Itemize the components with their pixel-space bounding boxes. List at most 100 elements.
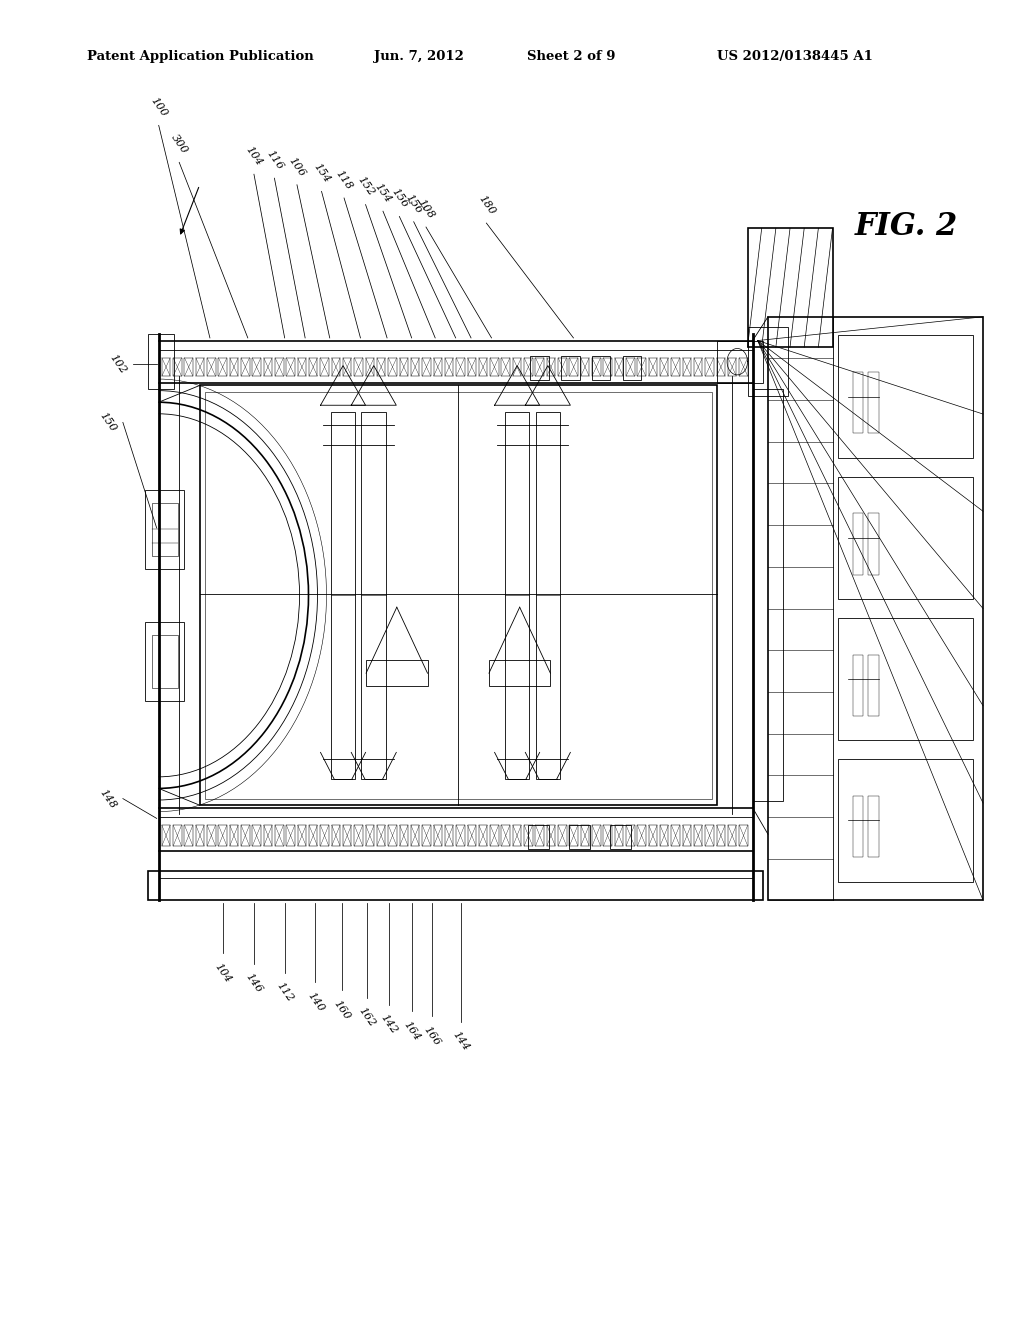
Bar — [592, 358, 600, 376]
Text: 140: 140 — [305, 990, 326, 1014]
Bar — [561, 356, 580, 380]
Bar — [489, 660, 551, 686]
Text: 152: 152 — [355, 174, 376, 198]
Bar — [706, 825, 714, 846]
Bar — [184, 825, 193, 846]
Text: 146: 146 — [244, 972, 264, 995]
Bar — [748, 228, 833, 347]
Bar — [717, 358, 725, 376]
Bar — [569, 825, 590, 849]
Bar — [411, 358, 420, 376]
Bar — [366, 825, 374, 846]
Bar — [728, 825, 736, 846]
Bar — [152, 503, 178, 556]
Text: 116: 116 — [264, 148, 285, 172]
Bar — [162, 825, 170, 846]
Bar — [623, 356, 641, 380]
Bar — [388, 825, 396, 846]
Bar — [838, 477, 973, 599]
Bar — [581, 358, 589, 376]
Bar — [853, 655, 863, 715]
Bar — [343, 825, 351, 846]
Bar — [264, 825, 272, 846]
Bar — [524, 825, 532, 846]
Bar — [422, 825, 431, 846]
Bar — [547, 358, 555, 376]
Bar — [287, 358, 295, 376]
Bar — [444, 358, 454, 376]
Bar — [717, 341, 763, 383]
Bar — [614, 358, 624, 376]
Bar — [321, 358, 329, 376]
Bar — [457, 358, 465, 376]
Bar — [298, 825, 306, 846]
Bar — [241, 358, 250, 376]
Bar — [569, 825, 578, 846]
Bar — [309, 358, 317, 376]
Bar — [581, 825, 589, 846]
Bar — [592, 825, 600, 846]
Bar — [536, 825, 544, 846]
Bar — [524, 358, 532, 376]
Bar — [343, 358, 351, 376]
Bar — [648, 825, 657, 846]
Bar — [660, 825, 669, 846]
Bar — [614, 825, 624, 846]
Bar — [505, 412, 529, 779]
Bar — [683, 358, 691, 376]
Bar — [309, 825, 317, 846]
Bar — [354, 358, 362, 376]
Text: 104: 104 — [213, 961, 233, 985]
Bar — [558, 358, 566, 376]
Bar — [672, 825, 680, 846]
Bar — [422, 358, 431, 376]
Bar — [513, 825, 521, 846]
Text: 154: 154 — [311, 161, 332, 185]
Bar — [672, 358, 680, 376]
Bar — [229, 825, 239, 846]
Bar — [728, 358, 736, 376]
Bar — [626, 358, 635, 376]
Bar — [173, 825, 181, 846]
Bar — [152, 635, 178, 688]
Bar — [753, 389, 783, 801]
Bar — [558, 825, 566, 846]
Bar — [853, 372, 863, 433]
Text: FIG. 2: FIG. 2 — [855, 211, 958, 242]
Bar — [547, 825, 555, 846]
Bar — [768, 317, 983, 900]
Bar — [468, 358, 476, 376]
Bar — [332, 825, 340, 846]
Bar — [148, 334, 174, 389]
Text: 148: 148 — [97, 787, 118, 810]
Text: Sheet 2 of 9: Sheet 2 of 9 — [527, 50, 615, 63]
Bar — [868, 655, 879, 715]
Bar — [184, 358, 193, 376]
Text: Jun. 7, 2012: Jun. 7, 2012 — [374, 50, 464, 63]
Bar — [229, 358, 239, 376]
Bar — [536, 412, 560, 779]
Bar — [148, 871, 763, 900]
Bar — [173, 358, 181, 376]
Text: 104: 104 — [244, 144, 264, 168]
Bar — [207, 825, 216, 846]
Bar — [205, 392, 712, 799]
Bar — [513, 358, 521, 376]
Text: 300: 300 — [169, 132, 189, 156]
Bar — [433, 358, 442, 376]
Text: 102: 102 — [108, 352, 128, 376]
Bar — [433, 825, 442, 846]
Text: 166: 166 — [422, 1024, 442, 1048]
Bar — [569, 358, 578, 376]
Bar — [490, 825, 499, 846]
Bar — [479, 825, 487, 846]
Bar — [748, 327, 788, 396]
Bar — [528, 825, 549, 849]
Bar — [321, 825, 329, 846]
Bar — [530, 356, 549, 380]
Bar — [252, 825, 261, 846]
Text: US 2012/0138445 A1: US 2012/0138445 A1 — [717, 50, 872, 63]
Bar — [399, 825, 409, 846]
Bar — [196, 358, 204, 376]
Bar — [367, 660, 428, 686]
